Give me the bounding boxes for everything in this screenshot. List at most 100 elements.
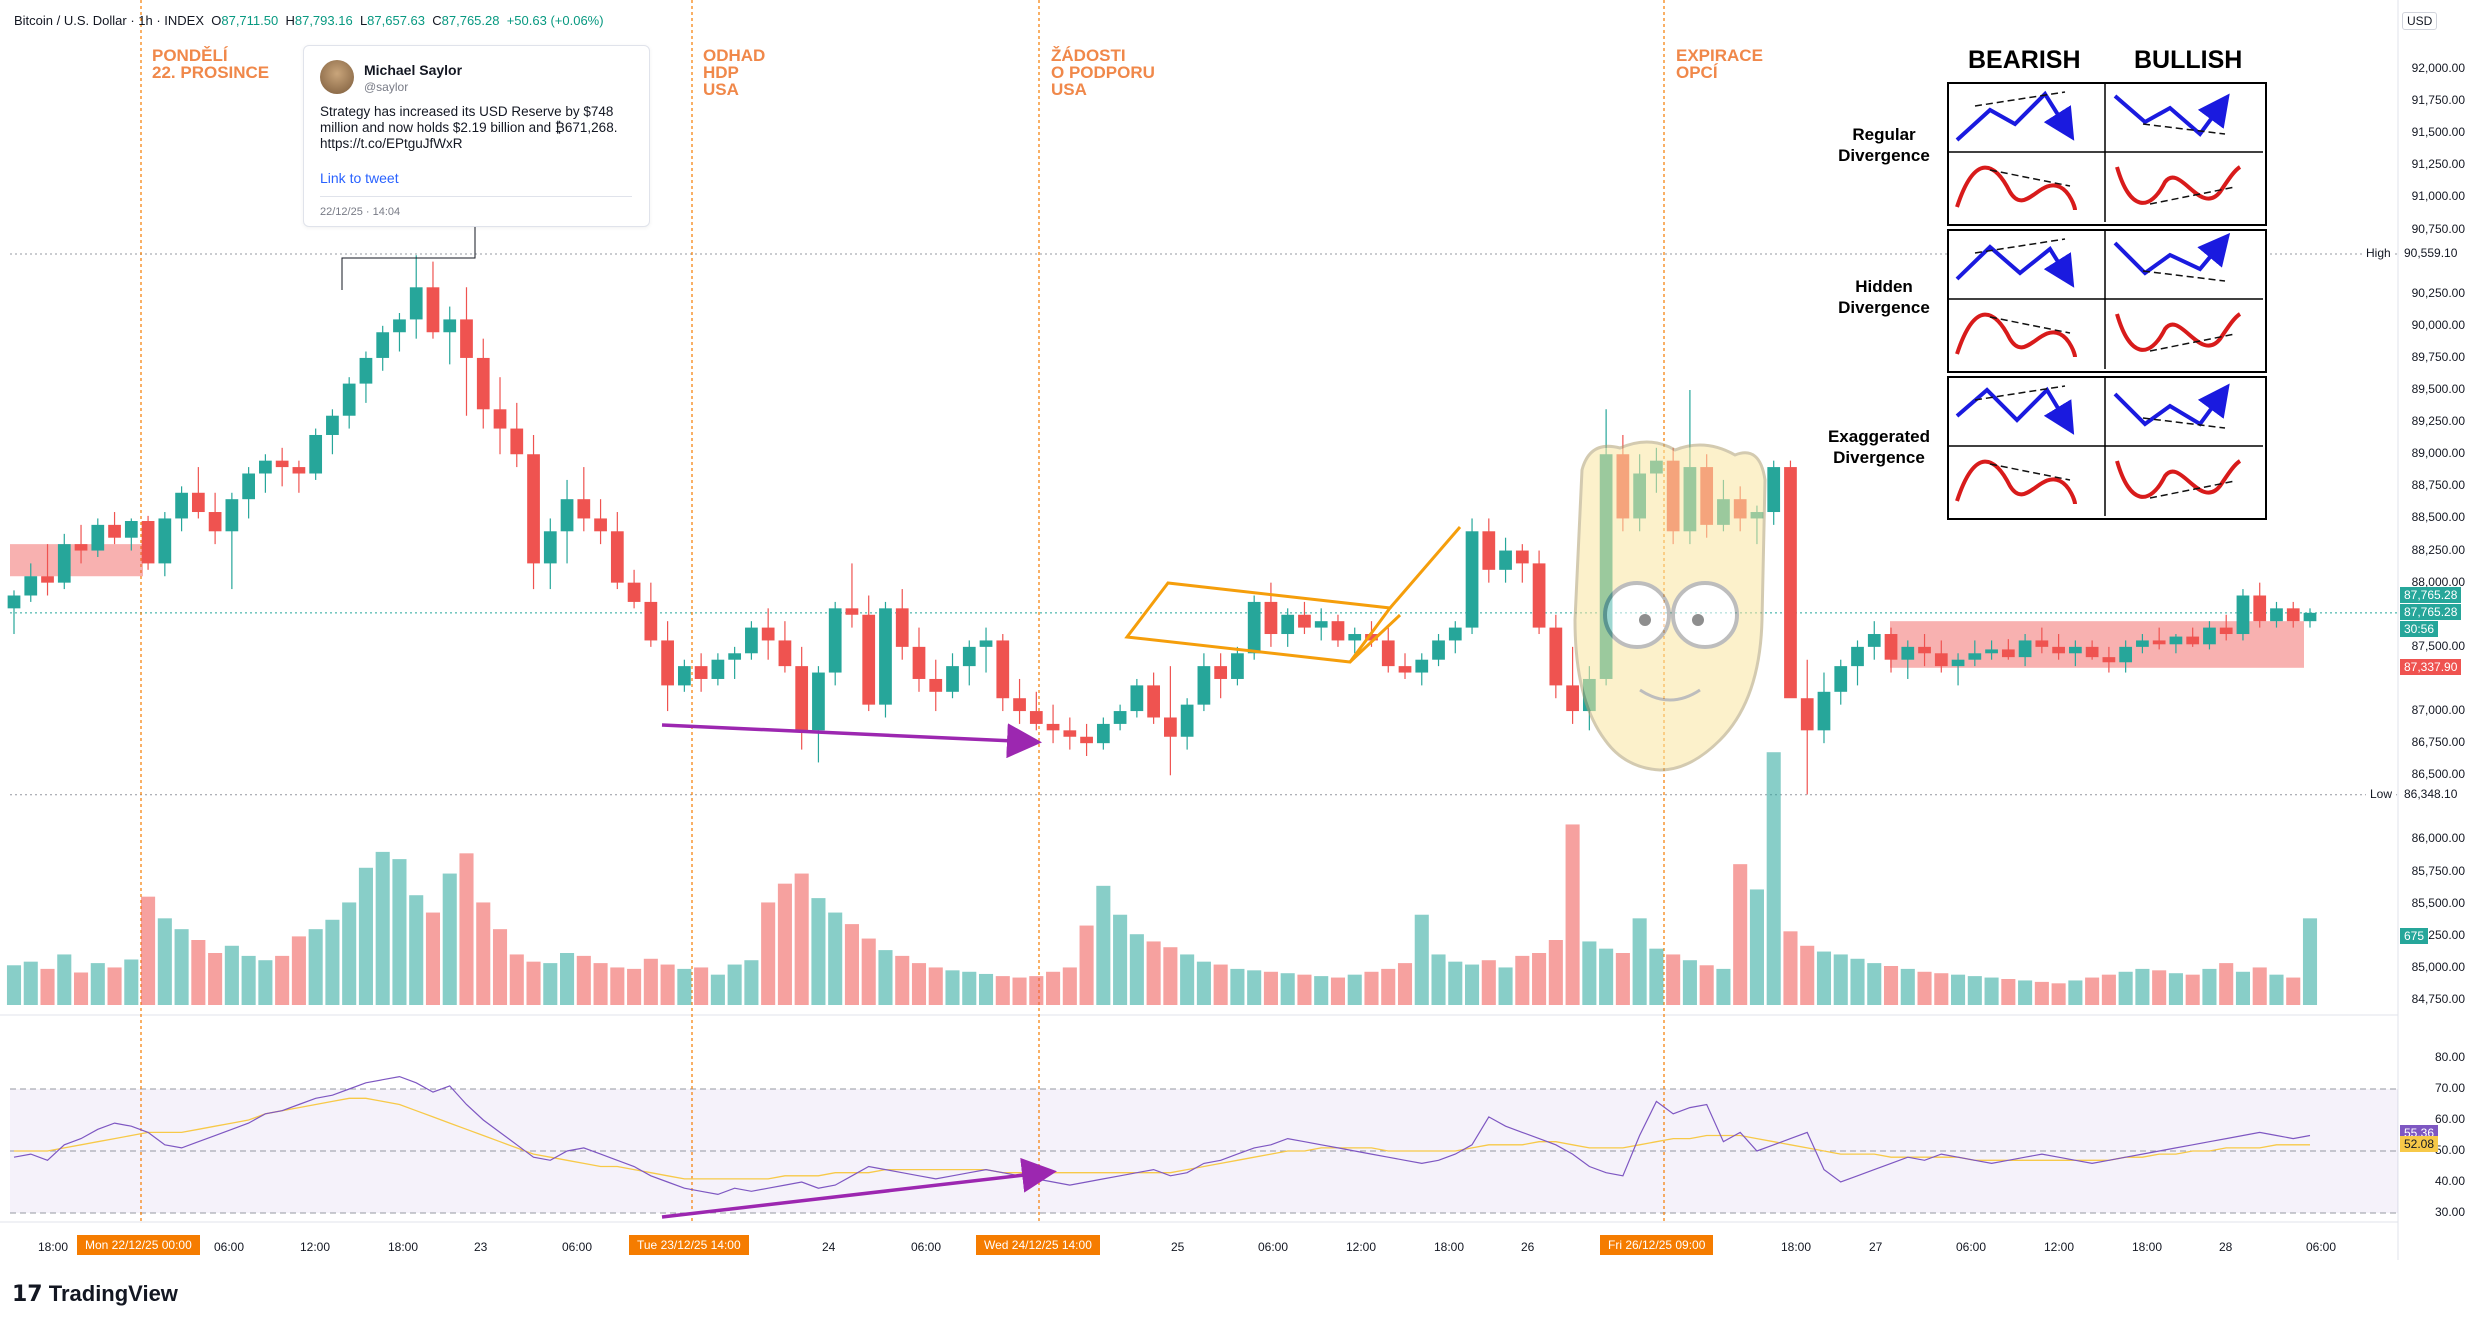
volume-bar (777, 883, 792, 1005)
candle-body (1834, 666, 1848, 692)
bearish-price-zigzag (1955, 386, 2075, 435)
candle-body (711, 659, 725, 679)
face-mouth (1639, 688, 1701, 702)
candle-body (728, 653, 742, 660)
bullish-price-trendline (2142, 123, 2226, 135)
candle-body (1214, 666, 1228, 679)
volume-bar (1783, 931, 1798, 1005)
volume-bar (861, 938, 876, 1005)
candle-body (1901, 646, 1915, 660)
candle-body (108, 524, 121, 538)
candle-body (2001, 649, 2015, 658)
price-tick: 87,500.00 (2411, 638, 2465, 653)
volume-bar (174, 929, 189, 1005)
candle-body (510, 428, 524, 455)
candle-body (191, 492, 205, 513)
volume-bar (1314, 976, 1329, 1005)
symbol-name[interactable]: Bitcoin / U.S. Dollar · 1h · INDEX (14, 13, 204, 28)
volume-bar (1297, 974, 1312, 1005)
volume-bar (6, 965, 22, 1005)
bearish-price-trendline (1974, 238, 2066, 254)
candle-body (778, 640, 792, 667)
event-label-jobless: ŽÁDOSTI O PODPORU USA (1051, 46, 1155, 99)
volume-bar (124, 959, 139, 1005)
volume-bar (2286, 977, 2301, 1005)
tweet-card[interactable]: Michael Saylor @saylor Strategy has incr… (303, 45, 650, 227)
symbol-header: Bitcoin / U.S. Dollar · 1h · INDEX O87,7… (14, 13, 604, 28)
volume-bar (1749, 889, 1764, 1005)
rsi-tick: 50.00 (2434, 1143, 2465, 1157)
volume-bar (962, 971, 977, 1005)
close-value: 87,765.28 (441, 13, 500, 28)
volume-bar (2101, 974, 2116, 1005)
candle-body (577, 499, 591, 519)
candle-body (946, 666, 959, 692)
volume-bar (57, 954, 72, 1005)
volume-bar (761, 902, 776, 1005)
candle-body (74, 544, 88, 551)
candle-body (1264, 601, 1278, 635)
time-tick: 12:00 (300, 1240, 331, 1254)
face-illustration (1573, 440, 1767, 772)
volume-bar (208, 953, 223, 1005)
candle-body (962, 646, 976, 667)
countdown-tag: 30:56 (2400, 620, 2439, 637)
volume-bar (895, 955, 910, 1005)
candle-body (1298, 614, 1311, 628)
face-head (1573, 440, 1767, 772)
volume-bar (576, 955, 591, 1005)
tweet-link[interactable]: Link to tweet (320, 170, 399, 186)
candle-body (1180, 704, 1194, 737)
flag-lower-extension (1348, 613, 1402, 664)
time-tick: 12:00 (2044, 1240, 2075, 1254)
candle-body (996, 640, 1010, 699)
candle-body (610, 531, 624, 583)
rsi-line (13, 1075, 2311, 1196)
volume-bar (2118, 971, 2133, 1005)
candle-body (2102, 657, 2116, 663)
volume-bar (2219, 963, 2234, 1005)
volume-bar (1833, 954, 1848, 1005)
volume-bar (1800, 945, 1815, 1005)
currency-button[interactable]: USD (2402, 12, 2438, 30)
volume-bar (1716, 968, 1731, 1005)
face-eye-right (1671, 581, 1739, 649)
volume-bar (1733, 864, 1748, 1005)
candle-body (644, 601, 658, 641)
bullish-price-zigzag (2113, 93, 2230, 137)
bearish-heading: BEARISH (1968, 46, 2081, 74)
candle-body (627, 582, 641, 602)
candle-body (342, 383, 356, 416)
open-label: O (211, 13, 222, 28)
volume-bar (1481, 960, 1496, 1005)
time-tag-fri: Fri 26/12/25 09:00 (1600, 1235, 1714, 1255)
volume-bar (1129, 934, 1144, 1005)
candle-body (1968, 653, 1982, 660)
volume-bar (1096, 885, 1111, 1005)
candle-body (208, 512, 222, 532)
last-price-tag-2: 87,765.28 (2400, 603, 2462, 620)
volume-bar (1548, 940, 1563, 1005)
candle-body (275, 460, 289, 468)
candle-body (1046, 723, 1060, 731)
volume-bar (1850, 958, 1865, 1005)
volume-bar (1079, 925, 1094, 1005)
time-tick: 18:00 (2132, 1240, 2163, 1254)
divergence-cheatsheet: BEARISH BULLISH Regular Divergence Hidde… (1825, 46, 2270, 522)
volume-bar (1364, 971, 1379, 1005)
candle-body (1884, 634, 1898, 660)
open-value: 87,711.50 (221, 13, 279, 28)
bullish-rsi-trendline (2149, 480, 2236, 499)
candle-body (41, 576, 54, 583)
bearish-price-zigzag (1955, 244, 2075, 288)
candle-body (1800, 698, 1814, 731)
candle-body (393, 319, 406, 333)
volume-bar (291, 936, 306, 1005)
volume-bar (1263, 971, 1278, 1005)
candle-body (862, 614, 876, 705)
volume-bar (1951, 974, 1966, 1005)
price-tick: 90,750.00 (2411, 221, 2465, 236)
time-tick: 06:00 (1956, 1240, 1987, 1254)
avatar (320, 60, 354, 94)
